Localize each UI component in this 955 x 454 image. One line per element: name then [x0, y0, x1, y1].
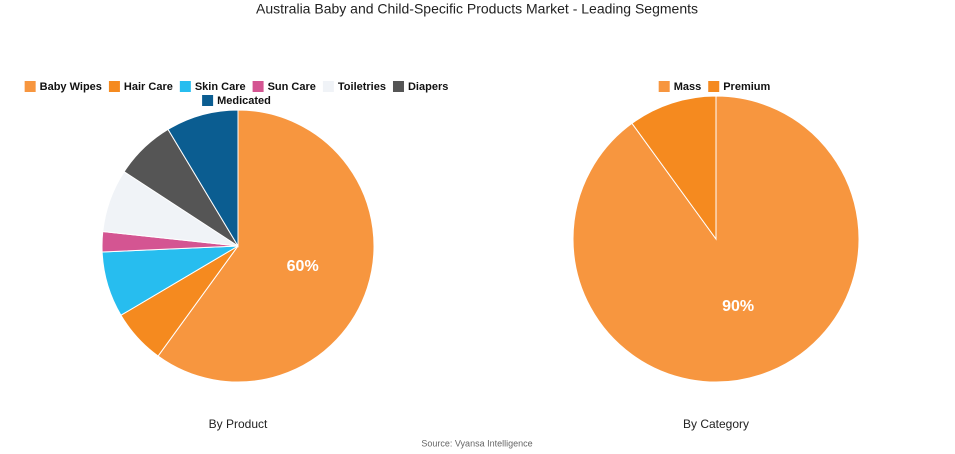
chart-subtitle: By Category	[683, 417, 749, 431]
legend-swatch	[658, 81, 670, 92]
source: Source: Vyansa Intelligence	[421, 438, 532, 448]
pie-slice	[157, 109, 375, 383]
chart-subtitle: By Product	[209, 417, 268, 431]
legend-item: Premium	[708, 81, 771, 93]
legend-item: Baby Wipes	[24, 81, 102, 93]
legend-swatch	[392, 81, 404, 92]
legend-item: Sun Care	[252, 81, 316, 93]
legend-label: Premium	[723, 81, 770, 93]
legend-swatch	[322, 81, 334, 92]
legend-label: Hair Care	[124, 81, 173, 93]
legend-swatch	[179, 81, 191, 92]
legend-item: Medicated	[202, 95, 271, 107]
legend-swatch	[252, 81, 264, 92]
legend-label: Mass	[674, 81, 702, 93]
legend-label: Medicated	[217, 95, 271, 107]
legend-label: Baby Wipes	[40, 81, 102, 93]
legend-label: Toiletries	[338, 81, 386, 93]
legend-label: Diapers	[408, 81, 448, 93]
legend-label: Sun Care	[268, 81, 316, 93]
value-label: 90%	[722, 298, 754, 315]
legend-item: Skin Care	[179, 81, 246, 93]
pie-slice	[167, 109, 239, 248]
legend-swatch	[708, 81, 720, 92]
legend-item: Toiletries	[322, 81, 386, 93]
page-title: Australia Baby and Child-Specific Produc…	[256, 1, 698, 17]
legend-label: Skin Care	[195, 81, 246, 93]
legend-swatch	[24, 81, 36, 92]
value-label: 60%	[287, 258, 319, 275]
legend-item: Hair Care	[108, 81, 173, 93]
legend-item: Mass	[658, 81, 702, 93]
legend-swatch	[108, 81, 120, 92]
legend-item: Diapers	[392, 81, 448, 93]
pie-slice	[631, 95, 717, 241]
legend-swatch	[202, 95, 214, 106]
